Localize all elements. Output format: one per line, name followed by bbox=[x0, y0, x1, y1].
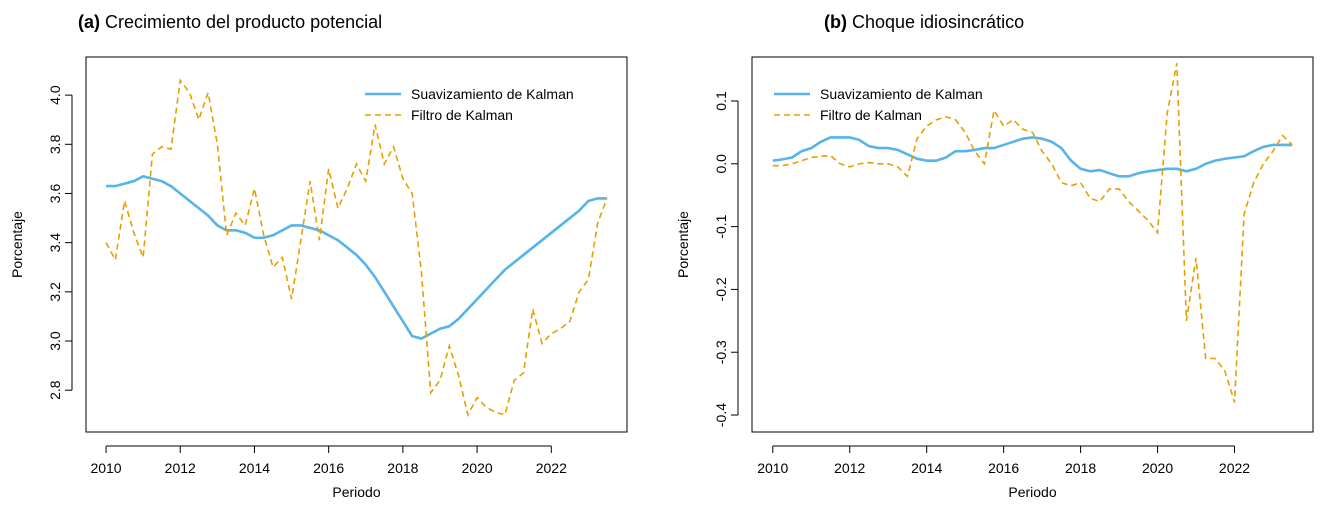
x-tick-label: 2020 bbox=[1142, 460, 1173, 476]
legend-label: Filtro de Kalman bbox=[820, 107, 922, 123]
y-tick-label: 3.4 bbox=[47, 233, 63, 253]
chart-panel: (b) Choque idiosincrático 2010 2012 2014 2016… bbox=[675, 12, 1314, 500]
y-tick-label: 3.6 bbox=[47, 184, 63, 204]
series-line bbox=[105, 78, 608, 418]
x-tick-label: 2010 bbox=[757, 460, 788, 476]
x-tick-label: 2022 bbox=[536, 460, 567, 476]
legend-label: Filtro de Kalman bbox=[411, 107, 513, 123]
x-tick-label: 2022 bbox=[1219, 460, 1250, 476]
x-tick-label: 2014 bbox=[911, 460, 942, 476]
plot-frame bbox=[751, 56, 1314, 433]
x-tick-label: 2012 bbox=[834, 460, 865, 476]
legend-label: Suavizamiento de Kalman bbox=[411, 86, 574, 102]
series-line bbox=[772, 63, 1293, 403]
y-tick-label: 2.8 bbox=[47, 380, 63, 400]
x-tick-label: 2016 bbox=[313, 460, 344, 476]
x-axis-label: Periodo bbox=[332, 484, 380, 500]
x-tick-label: 2010 bbox=[90, 460, 121, 476]
x-tick-label: 2014 bbox=[239, 460, 270, 476]
chart-title: (a) Crecimiento del producto potencial bbox=[78, 12, 382, 32]
series-line bbox=[772, 136, 1293, 178]
panel-label: (a) bbox=[78, 12, 100, 32]
chart-panel: (a) Crecimiento del producto potencial 201… bbox=[9, 12, 628, 500]
y-tick-label: -0.4 bbox=[713, 403, 729, 427]
y-tick-label: -0.3 bbox=[713, 340, 729, 364]
panel-title: Crecimiento del producto potencial bbox=[105, 12, 382, 32]
y-tick-label: 0.0 bbox=[713, 154, 729, 174]
series-line bbox=[106, 174, 607, 340]
x-tick-label: 2018 bbox=[387, 460, 418, 476]
y-tick-label: -0.2 bbox=[713, 277, 729, 301]
x-axis-label: Periodo bbox=[1008, 484, 1056, 500]
y-tick-label: -0.1 bbox=[713, 214, 729, 238]
y-axis-label: Porcentaje bbox=[675, 211, 691, 278]
x-tick-label: 2018 bbox=[1065, 460, 1096, 476]
x-tick-label: 2012 bbox=[165, 460, 196, 476]
panel-title: Choque idiosincrático bbox=[852, 12, 1024, 32]
legend-label: Suavizamiento de Kalman bbox=[820, 86, 983, 102]
y-tick-label: 0.1 bbox=[713, 91, 729, 111]
y-tick-label: 4.0 bbox=[47, 85, 63, 105]
y-axis-label: Porcentaje bbox=[9, 211, 25, 278]
y-tick-label: 3.2 bbox=[47, 282, 63, 302]
x-tick-label: 2020 bbox=[462, 460, 493, 476]
chart-title: (b) Choque idiosincrático bbox=[824, 12, 1024, 32]
y-tick-label: 3.8 bbox=[47, 134, 63, 154]
x-tick-label: 2016 bbox=[988, 460, 1019, 476]
plot-frame bbox=[85, 56, 628, 433]
panel-label: (b) bbox=[824, 12, 847, 32]
y-tick-label: 3.0 bbox=[47, 331, 63, 351]
